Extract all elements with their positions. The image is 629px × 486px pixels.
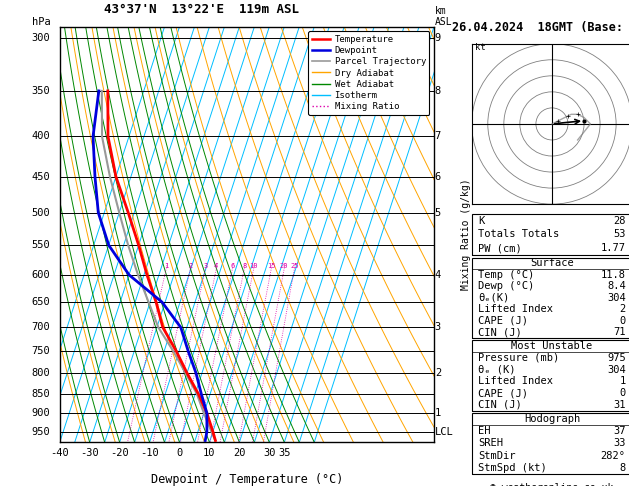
Text: 37: 37	[613, 426, 626, 436]
Text: EH: EH	[478, 426, 491, 436]
Text: 4: 4	[214, 263, 218, 269]
Text: StmSpd (kt): StmSpd (kt)	[478, 463, 547, 473]
Text: -20: -20	[110, 449, 129, 458]
Text: 282°: 282°	[601, 451, 626, 461]
Text: 9: 9	[435, 34, 441, 43]
Text: CAPE (J): CAPE (J)	[478, 315, 528, 326]
Text: 8: 8	[242, 263, 247, 269]
Legend: Temperature, Dewpoint, Parcel Trajectory, Dry Adiabat, Wet Adiabat, Isotherm, Mi: Temperature, Dewpoint, Parcel Trajectory…	[308, 31, 430, 115]
Text: 1: 1	[620, 376, 626, 386]
Text: -40: -40	[50, 449, 69, 458]
Text: Mixing Ratio (g/kg): Mixing Ratio (g/kg)	[461, 179, 471, 290]
Text: 71: 71	[613, 327, 626, 337]
Text: 33: 33	[613, 438, 626, 449]
Text: 900: 900	[31, 408, 50, 418]
Text: 43°37'N  13°22'E  119m ASL: 43°37'N 13°22'E 119m ASL	[104, 3, 299, 17]
Text: 6: 6	[435, 172, 441, 182]
Text: PW (cm): PW (cm)	[478, 243, 522, 253]
Text: 304: 304	[607, 293, 626, 303]
Text: hPa: hPa	[31, 17, 50, 27]
Text: 28: 28	[613, 216, 626, 226]
Text: 750: 750	[31, 346, 50, 356]
Text: 35: 35	[278, 449, 291, 458]
Text: 550: 550	[31, 240, 50, 250]
Text: 1.77: 1.77	[601, 243, 626, 253]
Text: © weatheronline.co.uk: © weatheronline.co.uk	[490, 483, 614, 486]
Text: 15: 15	[267, 263, 276, 269]
Text: 31: 31	[613, 400, 626, 410]
Text: θₑ(K): θₑ(K)	[478, 293, 509, 303]
Text: 20: 20	[233, 449, 246, 458]
Text: 3: 3	[203, 263, 208, 269]
Text: Lifted Index: Lifted Index	[478, 304, 553, 314]
Text: 304: 304	[607, 364, 626, 375]
Text: Pressure (mb): Pressure (mb)	[478, 353, 559, 363]
Text: 400: 400	[31, 132, 50, 141]
Text: 4: 4	[435, 270, 441, 280]
Text: 26.04.2024  18GMT (Base: 00): 26.04.2024 18GMT (Base: 00)	[452, 21, 629, 34]
Text: 2: 2	[620, 304, 626, 314]
Text: kt: kt	[475, 43, 486, 52]
Text: km
ASL: km ASL	[435, 6, 452, 27]
Text: 6: 6	[230, 263, 235, 269]
Text: CAPE (J): CAPE (J)	[478, 388, 528, 398]
Text: 0: 0	[176, 449, 182, 458]
Text: SREH: SREH	[478, 438, 503, 449]
Text: Dewp (°C): Dewp (°C)	[478, 281, 535, 291]
Text: Dewpoint / Temperature (°C): Dewpoint / Temperature (°C)	[151, 473, 343, 486]
Text: -30: -30	[81, 449, 99, 458]
Text: 850: 850	[31, 389, 50, 399]
Text: CIN (J): CIN (J)	[478, 400, 522, 410]
Text: LCL: LCL	[435, 427, 454, 436]
Text: 20: 20	[280, 263, 288, 269]
Text: Hodograph: Hodograph	[524, 414, 580, 424]
Text: Surface: Surface	[530, 258, 574, 268]
Text: 8: 8	[620, 463, 626, 473]
Text: 7: 7	[435, 132, 441, 141]
Text: θₑ (K): θₑ (K)	[478, 364, 516, 375]
Text: 300: 300	[31, 34, 50, 43]
Text: 1: 1	[164, 263, 168, 269]
Text: 600: 600	[31, 270, 50, 280]
Text: 950: 950	[31, 427, 50, 436]
Text: Temp (°C): Temp (°C)	[478, 270, 535, 280]
Text: 350: 350	[31, 86, 50, 96]
Text: CIN (J): CIN (J)	[478, 327, 522, 337]
Text: 5: 5	[435, 208, 441, 218]
Text: 1: 1	[435, 408, 441, 418]
Text: 8: 8	[435, 86, 441, 96]
Text: 975: 975	[607, 353, 626, 363]
Text: 0: 0	[620, 315, 626, 326]
Text: 10: 10	[203, 449, 216, 458]
Text: 2: 2	[188, 263, 192, 269]
Text: 25: 25	[290, 263, 299, 269]
Text: 700: 700	[31, 322, 50, 332]
Text: Lifted Index: Lifted Index	[478, 376, 553, 386]
Text: Most Unstable: Most Unstable	[511, 341, 593, 351]
Text: 800: 800	[31, 368, 50, 378]
Text: 450: 450	[31, 172, 50, 182]
Text: 2: 2	[435, 368, 441, 378]
Text: 30: 30	[263, 449, 276, 458]
Text: StmDir: StmDir	[478, 451, 516, 461]
Text: 11.8: 11.8	[601, 270, 626, 280]
Text: 10: 10	[249, 263, 258, 269]
Text: K: K	[478, 216, 484, 226]
Text: 0: 0	[620, 388, 626, 398]
Text: 3: 3	[435, 322, 441, 332]
Text: 8.4: 8.4	[607, 281, 626, 291]
Text: 53: 53	[613, 229, 626, 240]
Text: 650: 650	[31, 297, 50, 307]
Text: 500: 500	[31, 208, 50, 218]
Text: Totals Totals: Totals Totals	[478, 229, 559, 240]
Text: -10: -10	[140, 449, 159, 458]
